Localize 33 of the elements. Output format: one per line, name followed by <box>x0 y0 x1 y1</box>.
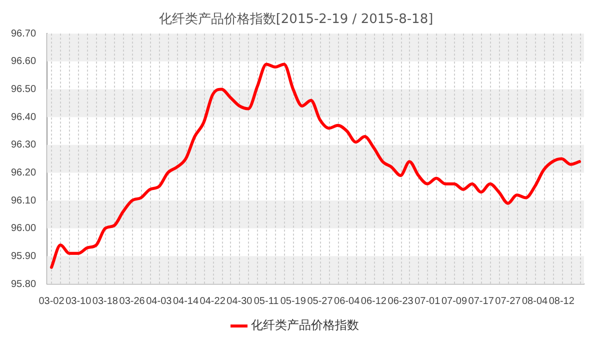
x-tick-label: 07-01 <box>414 296 441 307</box>
y-tick-label: 95.90 <box>10 250 36 262</box>
x-tick-label: 03-18 <box>92 296 118 307</box>
x-tick-label: 03-26 <box>119 296 146 307</box>
y-tick-label: 96.30 <box>10 140 36 151</box>
x-tick-label: 07-27 <box>495 296 522 307</box>
x-tick-label: 06-12 <box>360 296 387 307</box>
y-tick-label: 95.80 <box>10 278 36 290</box>
y-tick-label: 96.40 <box>10 112 36 123</box>
x-tick-label: 06-23 <box>388 296 414 307</box>
y-tick-label: 96.50 <box>10 84 36 95</box>
y-tick-label: 96.00 <box>10 223 36 234</box>
y-tick-label: 96.70 <box>10 28 36 40</box>
x-tick-label: 04-03 <box>146 296 172 307</box>
x-tick-label: 03-02 <box>38 296 65 307</box>
x-tick-label: 08-12 <box>548 296 575 307</box>
y-tick-label: 96.10 <box>10 195 36 206</box>
legend-label: 化纤类产品价格指数 <box>251 318 359 332</box>
x-tick-label: 04-30 <box>226 296 253 307</box>
x-tick-label: 04-22 <box>200 296 226 307</box>
chart-title: 化纤类产品价格指数[2015-2-19 / 2015-8-18] <box>158 12 434 28</box>
x-tick-label: 07-17 <box>468 296 494 307</box>
y-tick-label: 96.60 <box>10 56 36 68</box>
x-tick-label: 05-11 <box>254 296 280 307</box>
y-tick-label: 96.20 <box>10 167 36 178</box>
line-series <box>50 62 582 269</box>
x-tick-label: 04-14 <box>172 296 199 307</box>
x-tick-label: 05-27 <box>307 296 334 307</box>
x-tick-label: 06-04 <box>334 296 360 307</box>
x-tick-label: 05-19 <box>280 296 306 307</box>
x-tick-label: 03-10 <box>66 296 92 307</box>
x-tick-label: 07-09 <box>441 296 468 307</box>
x-tick-label: 08-04 <box>522 296 548 307</box>
